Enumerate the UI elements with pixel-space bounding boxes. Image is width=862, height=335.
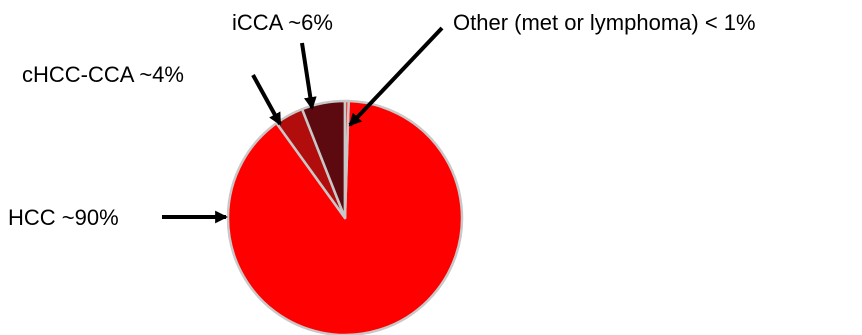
pie-slice-other-met-or-lymphoma	[343, 99, 350, 220]
label-chcc-cca: cHCC-CCA ~4%	[22, 62, 184, 87]
arrow-icca	[300, 42, 317, 110]
arrow-chcc-cca	[251, 74, 282, 126]
label-hcc: HCC ~90%	[8, 205, 119, 230]
label-other: Other (met or lymphoma) < 1%	[453, 10, 756, 35]
label-icca: iCCA ~6%	[232, 10, 333, 35]
pie-slices	[226, 99, 464, 335]
pie-annotations: HCC ~90% cHCC-CCA ~4% iCCA ~6% Other (me…	[8, 10, 756, 230]
arrow-other	[348, 26, 444, 127]
